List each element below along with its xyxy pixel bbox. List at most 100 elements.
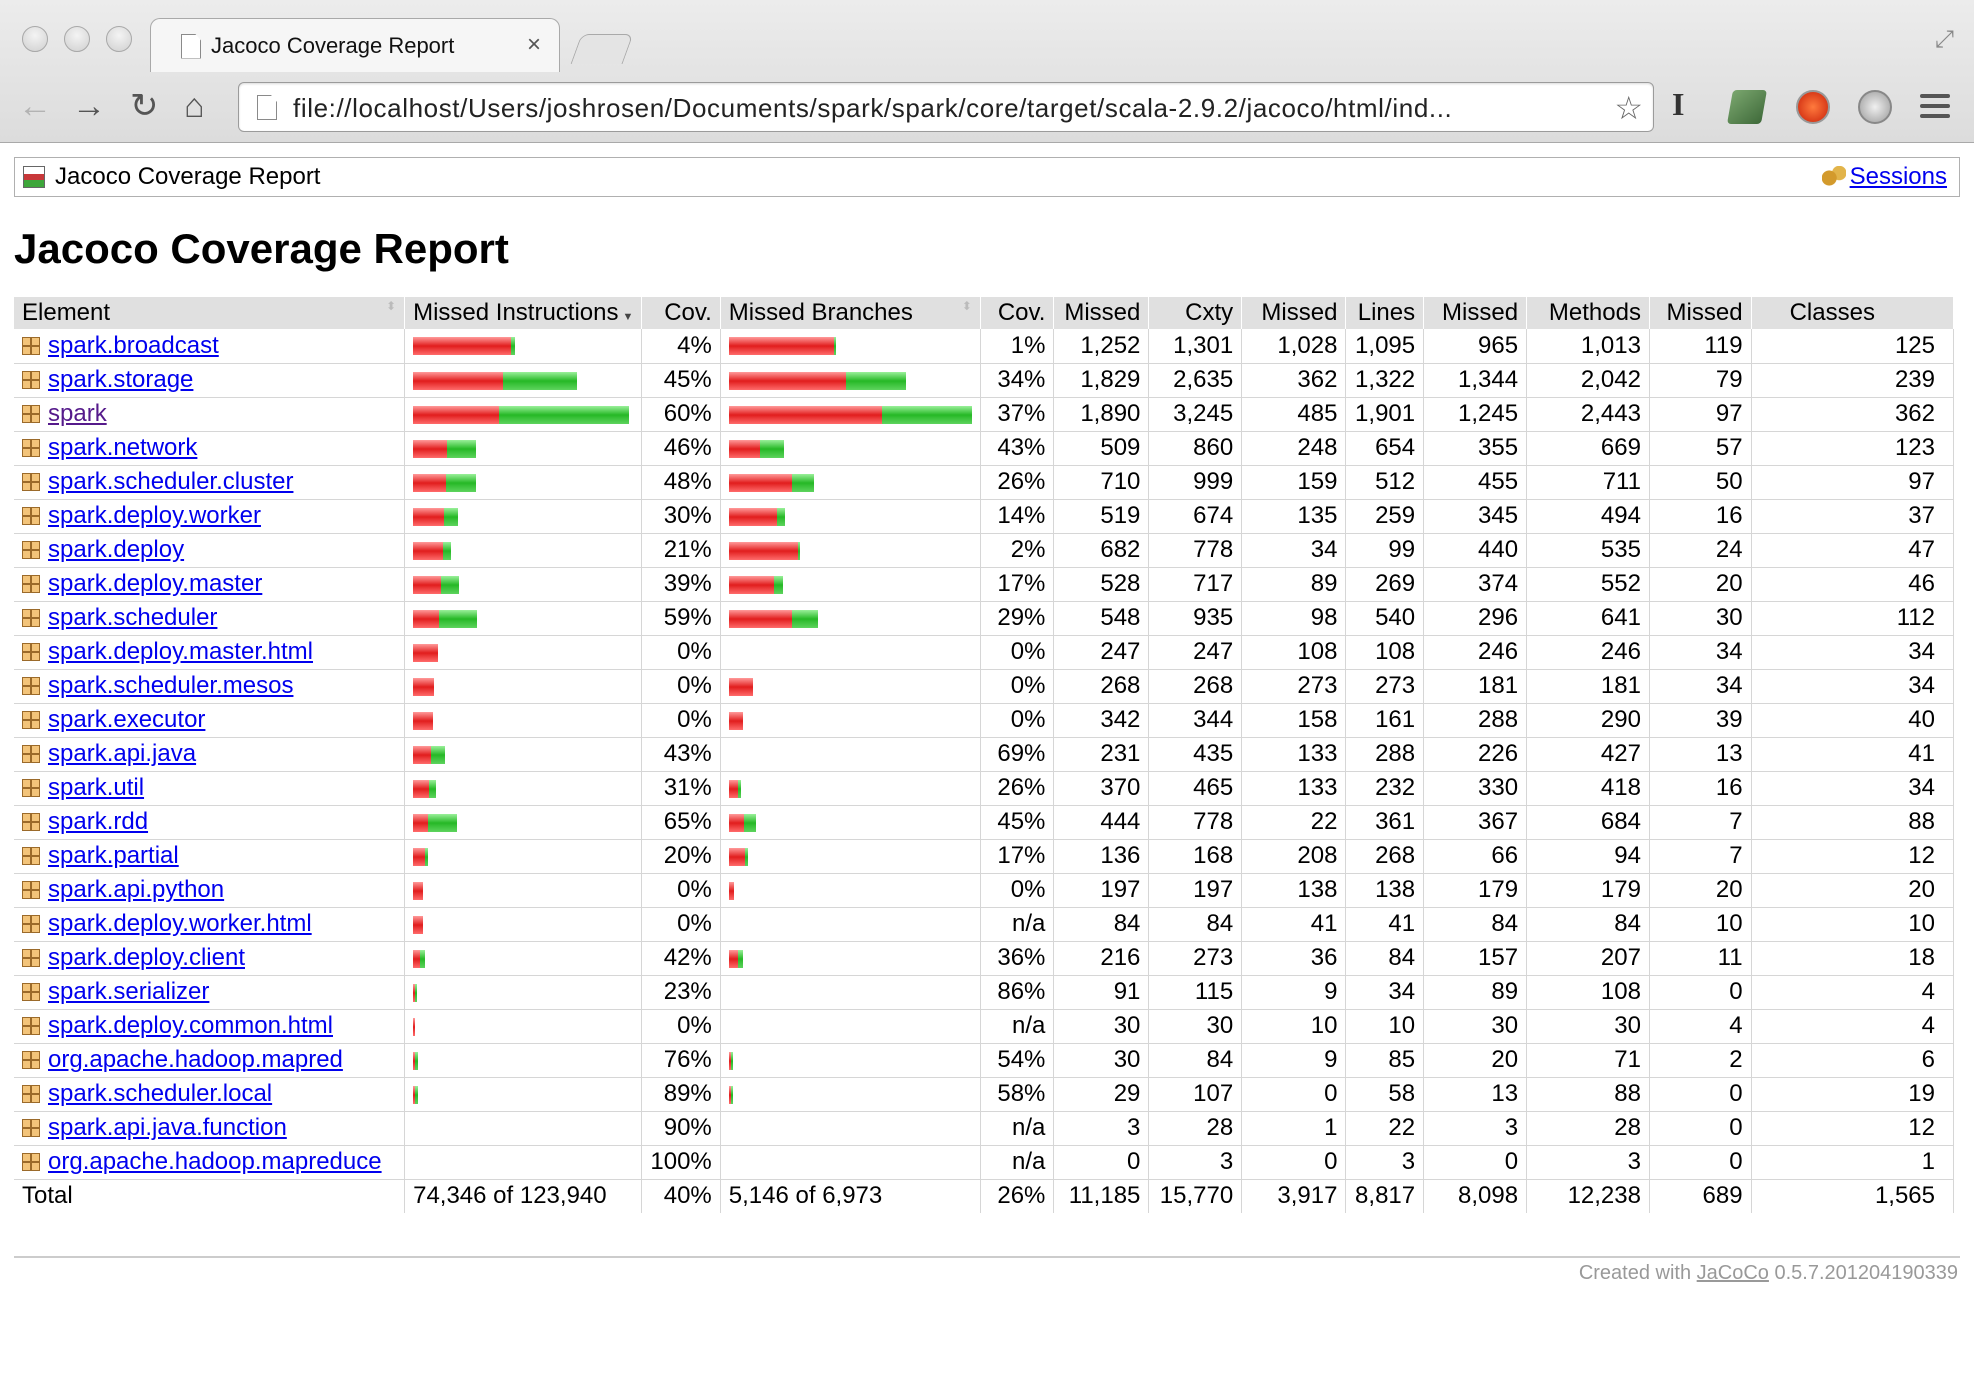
package-icon (22, 779, 40, 797)
missed-branches-cell (720, 1009, 981, 1044)
zoom-window-button[interactable] (106, 26, 132, 52)
table-row: spark.partial 20% 17% 136 168 208 268 66 94 7 12 (14, 839, 1955, 874)
window-controls (22, 26, 132, 52)
header-element[interactable]: Element ⬍ (14, 297, 406, 329)
instructions-cov-cell: 0% (641, 873, 721, 908)
header-missed-branches[interactable]: Missed Branches ⬍ (720, 297, 981, 329)
missed-classes-cell: 34 (1649, 669, 1752, 704)
extension-icon[interactable] (1858, 90, 1892, 124)
extension-icon[interactable] (1727, 90, 1767, 124)
package-link[interactable]: spark.api.java (48, 740, 197, 767)
jacoco-link[interactable]: JaCoCo (1696, 1262, 1769, 1284)
package-icon (22, 609, 40, 627)
missed-instructions-cell (404, 771, 643, 806)
total-classes: 1,565 (1751, 1179, 1955, 1213)
header-missed-methods[interactable]: Missed (1423, 297, 1528, 329)
minimize-window-button[interactable] (64, 26, 90, 52)
instructions-cov-cell: 60% (641, 397, 721, 432)
home-icon[interactable]: ⌂ (184, 87, 205, 125)
package-link[interactable]: org.apache.hadoop.mapreduce (48, 1148, 382, 1175)
lines-cell: 1,095 (1345, 329, 1425, 364)
package-link[interactable]: spark.util (48, 774, 145, 801)
tab-close-icon[interactable]: × (526, 31, 541, 58)
fullscreen-icon[interactable]: ⤢ (1934, 26, 1954, 53)
package-link[interactable]: spark.api.python (48, 876, 225, 903)
missed-bar-segment (413, 337, 512, 356)
package-link[interactable]: spark.scheduler (48, 604, 218, 631)
package-link[interactable]: spark (48, 400, 107, 427)
package-link[interactable]: spark.executor (48, 706, 206, 733)
missed-instructions-cell (404, 363, 643, 398)
missed-instructions-bar (413, 1017, 416, 1036)
branches-cov-cell: n/a (980, 1111, 1055, 1146)
browser-tab[interactable]: Jacoco Coverage Report × (150, 18, 560, 72)
element-cell: spark.scheduler.cluster (14, 465, 406, 500)
header-missed-cxty[interactable]: Missed (1053, 297, 1150, 329)
header-cxty[interactable]: Cxty (1148, 297, 1243, 329)
package-link[interactable]: spark.deploy.client (48, 944, 245, 971)
bookmark-star-icon[interactable]: ☆ (1614, 90, 1643, 126)
package-icon (22, 405, 40, 423)
header-classes[interactable]: Classes (1751, 297, 1955, 329)
package-link[interactable]: org.apache.hadoop.mapred (48, 1046, 343, 1073)
missed-instructions-bar (413, 507, 459, 526)
package-link[interactable]: spark.deploy (48, 536, 185, 563)
package-link[interactable]: spark.deploy.master.html (48, 638, 313, 665)
missed-cxty-cell: 519 (1053, 499, 1150, 534)
table-row: spark.api.java.function 90% n/a 3 28 1 22 3 28 0 1… (14, 1111, 1955, 1146)
menu-icon[interactable] (1920, 94, 1950, 124)
package-link[interactable]: spark.scheduler.mesos (48, 672, 294, 699)
back-icon[interactable]: ← (18, 87, 52, 125)
missed-instructions-cell (404, 431, 643, 466)
close-window-button[interactable] (22, 26, 48, 52)
missed-classes-cell: 0 (1649, 1111, 1752, 1146)
header-branches-cov[interactable]: Cov. (980, 297, 1055, 329)
branches-cov-cell: 0% (980, 635, 1055, 670)
table-row: spark.api.java 43% 69% 231 435 133 288 226 427 13… (14, 737, 1955, 772)
package-icon (22, 1153, 40, 1171)
header-missed-lines[interactable]: Missed (1241, 297, 1347, 329)
header-missed-classes[interactable]: Missed (1649, 297, 1752, 329)
header-lines[interactable]: Lines (1345, 297, 1425, 329)
package-link[interactable]: spark.partial (48, 842, 179, 869)
missed-bar-segment (413, 779, 430, 798)
package-link[interactable]: spark.broadcast (48, 331, 219, 359)
package-icon (22, 575, 40, 593)
package-link[interactable]: spark.api.java.function (48, 1114, 287, 1141)
classes-cell: 34 (1751, 771, 1955, 806)
missed-branches-bar (728, 711, 743, 730)
package-link[interactable]: spark.storage (48, 366, 194, 393)
package-link[interactable]: spark.deploy.master (48, 570, 263, 597)
url-text[interactable]: file://localhost/Users/joshrosen/Documen… (293, 93, 1453, 123)
package-link[interactable]: spark.deploy.worker (48, 502, 261, 529)
address-bar[interactable]: file://localhost/Users/joshrosen/Documen… (238, 82, 1654, 132)
sessions-link[interactable]: Sessions (1849, 163, 1947, 190)
missed-classes-cell: 34 (1649, 635, 1752, 670)
package-link[interactable]: spark.deploy.worker.html (48, 910, 312, 937)
element-cell: spark.scheduler (14, 601, 406, 636)
package-icon (22, 949, 40, 967)
element-cell: spark.api.python (14, 873, 406, 908)
package-link[interactable]: spark.serializer (48, 978, 210, 1005)
branches-cov-cell: n/a (980, 907, 1055, 942)
text-cursor-extension-icon[interactable]: I (1672, 86, 1685, 122)
reload-icon[interactable]: ↻ (130, 87, 159, 125)
package-link[interactable]: spark.rdd (48, 808, 149, 835)
header-methods[interactable]: Methods (1526, 297, 1650, 329)
methods-cell: 30 (1526, 1009, 1650, 1044)
cxty-cell: 273 (1148, 941, 1243, 976)
header-instructions-cov[interactable]: Cov. (641, 297, 721, 329)
adblock-extension-icon[interactable] (1796, 90, 1830, 124)
missed-branches-bar (728, 779, 741, 798)
new-tab-button[interactable] (570, 34, 634, 64)
covered-bar-segment (499, 405, 630, 424)
package-link[interactable]: spark.network (48, 434, 198, 461)
missed-bar-segment (728, 439, 760, 458)
header-missed-instructions[interactable]: Missed Instructions (404, 297, 643, 329)
covered-bar-segment (797, 541, 800, 560)
package-link[interactable]: spark.deploy.common.html (48, 1012, 333, 1039)
branches-cov-cell: 0% (980, 703, 1055, 738)
package-link[interactable]: spark.scheduler.cluster (48, 468, 294, 495)
package-link[interactable]: spark.scheduler.local (48, 1080, 273, 1107)
forward-icon[interactable]: → (72, 87, 106, 125)
